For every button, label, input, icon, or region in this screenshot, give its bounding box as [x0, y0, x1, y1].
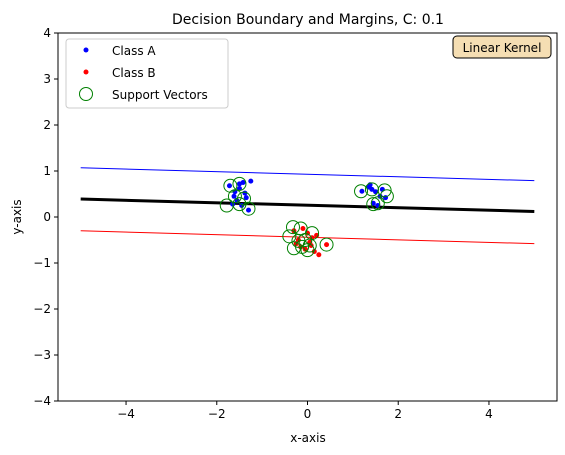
support-vector-marker [236, 191, 251, 206]
legend-label-class-a: Class A [112, 44, 156, 58]
class-a-point [248, 178, 254, 184]
legend: Class A Class B Support Vectors [65, 38, 229, 109]
support-vector-marker [285, 220, 300, 235]
legend-frame [65, 38, 229, 109]
support-vector-marker [298, 233, 313, 247]
y-tick-label: −3 [33, 348, 51, 362]
class-a-point [370, 200, 376, 206]
class-b-point [324, 242, 330, 248]
y-tick-label: 2 [43, 118, 51, 132]
support-vector-marker [227, 189, 242, 204]
upper-margin-line [80, 167, 535, 182]
class-a-point [243, 195, 249, 201]
legend-marker-support-vectors [79, 87, 93, 101]
support-vector-marker [300, 243, 315, 258]
x-axis-label: x-axis [290, 431, 325, 445]
annotation-text: Linear Kernel [463, 41, 542, 55]
x-tick-label: −2 [208, 407, 226, 421]
class-a-point [232, 189, 238, 195]
y-tick-label: 4 [43, 26, 51, 40]
class-a-point [226, 183, 232, 189]
y-tick-label: 1 [43, 164, 51, 178]
legend-label-class-b: Class B [112, 66, 156, 80]
axes-frame [57, 32, 558, 402]
support-vector-marker [370, 196, 385, 211]
support-vector-marker [282, 229, 297, 244]
y-axis-label: y-axis [10, 199, 24, 234]
class-a-point [231, 193, 237, 199]
class-a-point [236, 185, 242, 191]
legend-marker-class-a [83, 47, 89, 53]
class-b-point [300, 226, 306, 231]
legend-label-support-vectors: Support Vectors [112, 88, 208, 102]
class-a-point [369, 186, 375, 192]
support-vector-marker [232, 176, 247, 191]
x-tick-label: 0 [304, 407, 312, 421]
class-b-point [316, 252, 322, 258]
chart-title: Decision Boundary and Margins, C: 0.1 [172, 12, 444, 28]
axes-ticks: −4 −2 0 2 4 −4 −3 −2 −1 0 1 2 3 4 [33, 26, 492, 421]
legend-marker-class-b [83, 69, 89, 75]
class-a-point [240, 180, 246, 185]
annotation-background [452, 35, 552, 59]
boundary-line [80, 197, 535, 213]
support-vector-marker [286, 241, 301, 256]
y-tick-label: 3 [43, 72, 51, 86]
x-tick-label: −4 [117, 407, 135, 421]
x-tick-label: 4 [485, 407, 493, 421]
support-vector-marker [241, 201, 256, 216]
class-a-point [246, 207, 252, 213]
y-tick-label: −2 [33, 302, 51, 316]
support-vector-marker [232, 197, 247, 212]
y-tick-label: 0 [43, 210, 51, 224]
support-vector-marker [354, 184, 369, 199]
support-vector-marker [379, 189, 394, 204]
support-vector-marker [377, 183, 392, 198]
support-vector-marker [366, 197, 381, 212]
x-tick-label: 2 [394, 407, 402, 421]
y-tick-label: −4 [33, 394, 51, 408]
class-a-point [359, 188, 365, 194]
plot-area [80, 167, 535, 258]
annotation-box: Linear Kernel [452, 35, 552, 59]
support-vector-marker [319, 237, 334, 252]
y-tick-label: −1 [33, 256, 51, 270]
